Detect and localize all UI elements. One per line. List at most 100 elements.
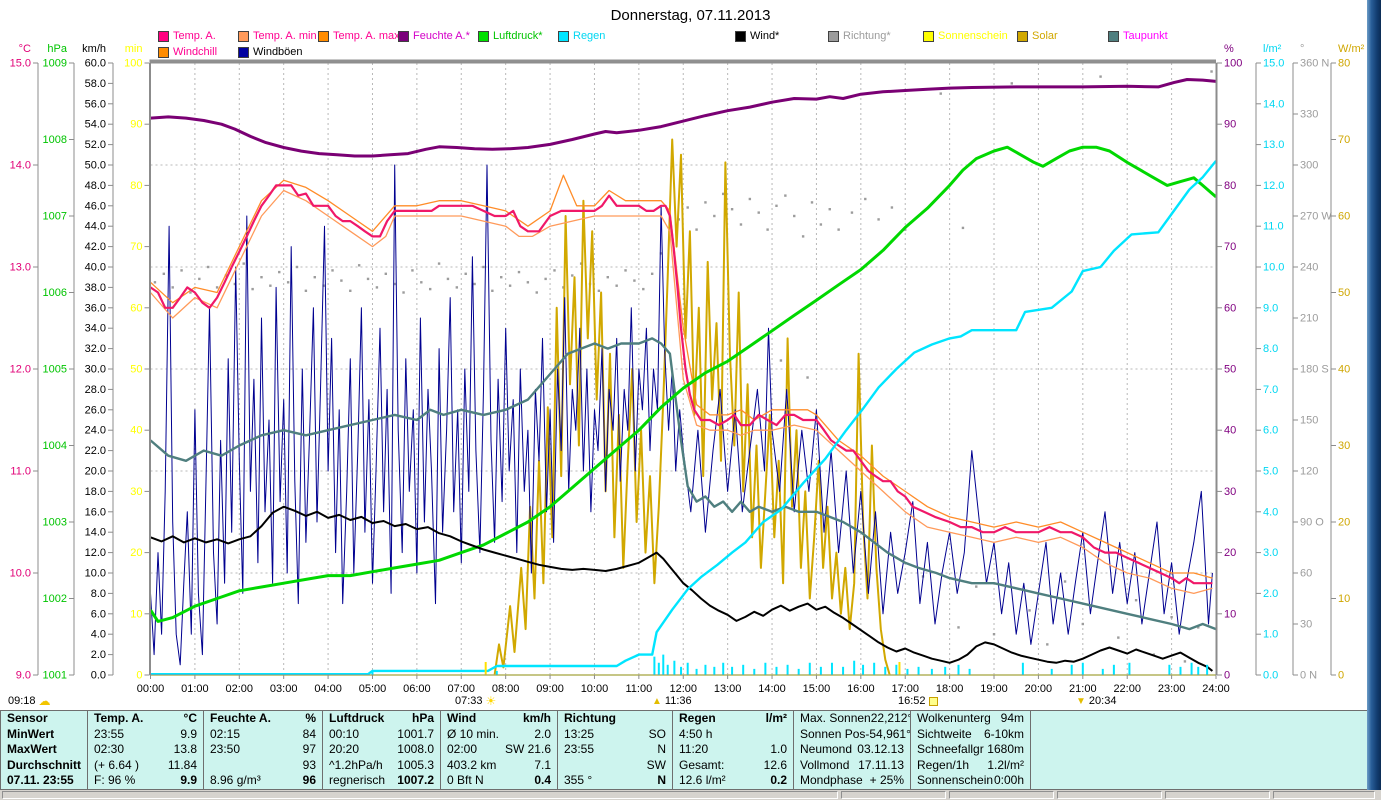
table-row: 02:30 13.8 xyxy=(88,742,203,758)
table-cell: °C xyxy=(183,711,197,725)
table-cell: Mondphase xyxy=(800,773,863,788)
min-axis: 0 10 20 30 40 50 60 70 80 90 100 min xyxy=(124,43,150,682)
legend-item-sonnenschein: Sonnenschein xyxy=(923,30,1008,42)
table-cell: 23:55 xyxy=(564,742,595,757)
table-row: Temp. A. °C xyxy=(88,711,203,727)
legend-swatch-icon xyxy=(1108,30,1119,42)
table-row: ^1.2hPa/h 1005.3 xyxy=(323,758,440,774)
tick-label: 11.0 xyxy=(1263,221,1284,233)
table-cell: Luftdruck xyxy=(329,711,385,725)
statusbar-panel xyxy=(1057,791,1162,799)
tick-label: 14.0 xyxy=(10,160,31,172)
series-wind xyxy=(150,505,1214,672)
tick-label: 80 xyxy=(130,180,142,192)
tick-label: 0 xyxy=(136,670,142,682)
tick-label: 22.0 xyxy=(85,445,106,457)
tick-label: 48.0 xyxy=(85,180,106,192)
table-cell: 13:25 xyxy=(564,726,595,741)
table-row: 23:55 9.9 xyxy=(88,727,203,743)
window-edge-strip xyxy=(1367,0,1381,790)
table-cell: 0.2 xyxy=(770,773,787,788)
tick-label: 20 xyxy=(1224,547,1236,559)
tick-label: 36.0 xyxy=(85,302,106,314)
hour-label: 00:00 xyxy=(137,683,165,695)
tick-label: 20.0 xyxy=(85,466,106,478)
table-row: 13:25 SO xyxy=(558,727,672,743)
km-h-axis: 0.0 2.0 4.0 6.0 8.0 10.0 12.0 14.0 16.0 18.0 20.0 2… xyxy=(82,43,114,682)
legend-item-solar: Solar xyxy=(1017,30,1058,42)
hour-label: 18:00 xyxy=(936,683,964,695)
table-cell: SO xyxy=(648,726,666,741)
tick-label: 90 xyxy=(1224,119,1236,131)
marker-time: 11:36 xyxy=(664,695,692,707)
axis-unit-label: W/m² xyxy=(1338,43,1365,55)
table-cell: 11:20 xyxy=(679,742,709,757)
marker-sunrise: 07:33 ☀ xyxy=(455,695,496,708)
sensor-label-column: Sensor MinWert MaxWert Durchschnitt 07.11. 2… xyxy=(1,711,88,789)
table-cell: SW 21.6 xyxy=(504,742,551,757)
table-cell: MinWert xyxy=(7,726,55,741)
legend-item-luftdruck: Luftdruck* xyxy=(478,30,543,42)
tick-label: 11.0 xyxy=(10,466,31,478)
table-cell: 96 xyxy=(302,773,316,788)
table-cell: 355 ° xyxy=(564,773,593,788)
table-cell: Temp. A. xyxy=(94,711,144,725)
table-cell: Max. Sonnen xyxy=(800,711,871,725)
column-temp-a: Temp. A. °C 23:55 9.9 02:30 13.8 (+ 6.64 ) 11.8… xyxy=(88,711,204,789)
table-empty-area xyxy=(1031,711,1367,789)
table-row: 4:50 h xyxy=(673,727,793,743)
table-cell: 1007.2 xyxy=(397,773,434,788)
hour-label: 21:00 xyxy=(1069,683,1097,695)
legend-item-wind: Wind* xyxy=(735,30,779,42)
table-row: 11:20 1.0 xyxy=(673,742,793,758)
table-cell: 17.11.13 xyxy=(858,757,904,772)
table-cell: Wind xyxy=(447,711,477,725)
tick-label: 8.0 xyxy=(1263,343,1278,355)
table-cell: Regen xyxy=(679,711,716,725)
tick-label: 360 N xyxy=(1300,58,1329,70)
hour-label: 08:00 xyxy=(492,683,520,695)
series-regen xyxy=(150,160,1217,676)
table-cell: Durchschnitt xyxy=(7,757,82,772)
arrow-down-icon: ▼ xyxy=(1076,695,1086,707)
w-m-axis: 0 10 20 30 40 50 60 70 80 W/m² xyxy=(1330,43,1365,682)
tick-label: 34.0 xyxy=(85,323,106,335)
marker-time: 20:34 xyxy=(1088,695,1117,707)
table-cell: Ø 10 min. xyxy=(447,726,500,741)
tick-label: 58.0 xyxy=(85,78,106,90)
table-cell: ^1.2hPa/h xyxy=(329,757,383,772)
sunset-square-icon xyxy=(928,696,938,706)
series-windb-en xyxy=(150,164,1213,666)
statusbar-panel xyxy=(841,791,946,799)
tick-label: 6.0 xyxy=(91,608,106,620)
table-row: 23:55 N xyxy=(558,742,672,758)
marker-0918: 09:18 ☁ xyxy=(8,693,51,708)
axis-unit-label: °C xyxy=(19,43,31,55)
table-cell: 13.8 xyxy=(173,742,197,757)
legend-label: Sonnenschein xyxy=(938,30,1008,42)
table-cell: 12.6 xyxy=(763,757,787,772)
cloud-icon: ☁ xyxy=(38,693,51,708)
table-row: Feuchte A.% xyxy=(204,711,322,727)
table-cell: N xyxy=(657,742,666,757)
table-cell: 0.4 xyxy=(534,773,551,788)
tick-label: 1008 xyxy=(43,134,67,146)
hour-label: 11:00 xyxy=(625,683,652,695)
table-cell: Sensor xyxy=(7,711,48,725)
legend-swatch-icon xyxy=(318,30,329,42)
hour-label: 02:00 xyxy=(226,683,254,695)
tick-label: 50.0 xyxy=(85,160,106,172)
statusbar-panel xyxy=(1273,791,1375,799)
tick-label: 90 xyxy=(130,119,142,131)
table-row: 00:10 1001.7 xyxy=(323,727,440,743)
table-row: Gesamt: 12.6 xyxy=(673,758,793,774)
hour-label: 22:00 xyxy=(1113,683,1141,695)
legend-label: Windböen xyxy=(253,46,303,58)
tick-label: 60 xyxy=(1338,211,1350,223)
legend-swatch-icon xyxy=(923,30,934,42)
table-cell: 0 Bft N xyxy=(447,773,484,788)
table-cell: 2.0 xyxy=(534,726,551,741)
legend-label: Windchill xyxy=(173,46,218,58)
table-cell: 97 xyxy=(302,742,316,757)
table-row: 403.2 km 7.1 xyxy=(441,758,557,774)
